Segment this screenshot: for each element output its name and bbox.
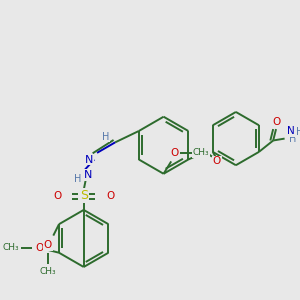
Text: O: O bbox=[213, 156, 221, 167]
Text: O: O bbox=[44, 240, 52, 250]
Text: O: O bbox=[36, 243, 44, 253]
Text: S: S bbox=[80, 189, 88, 202]
Text: H: H bbox=[289, 134, 296, 144]
Text: N: N bbox=[85, 154, 94, 164]
Text: N: N bbox=[287, 126, 295, 136]
Text: H: H bbox=[102, 132, 109, 142]
Text: O: O bbox=[106, 191, 115, 201]
Text: CH₃: CH₃ bbox=[192, 148, 209, 158]
Text: N: N bbox=[84, 170, 93, 180]
Text: CH₃: CH₃ bbox=[2, 244, 19, 253]
Text: O: O bbox=[171, 148, 179, 158]
Text: H: H bbox=[296, 127, 300, 137]
Text: O: O bbox=[53, 191, 61, 201]
Text: CH₃: CH₃ bbox=[39, 267, 56, 276]
Text: O: O bbox=[272, 117, 280, 128]
Text: H: H bbox=[74, 173, 82, 184]
